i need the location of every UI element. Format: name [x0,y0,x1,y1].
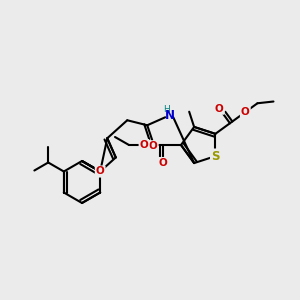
Text: S: S [211,150,220,163]
Text: O: O [215,104,224,114]
Text: O: O [241,107,250,117]
Text: O: O [96,167,105,176]
Text: N: N [165,109,175,122]
Text: O: O [149,141,158,151]
Text: H: H [163,105,169,114]
Text: O: O [140,140,148,150]
Text: O: O [159,158,167,168]
